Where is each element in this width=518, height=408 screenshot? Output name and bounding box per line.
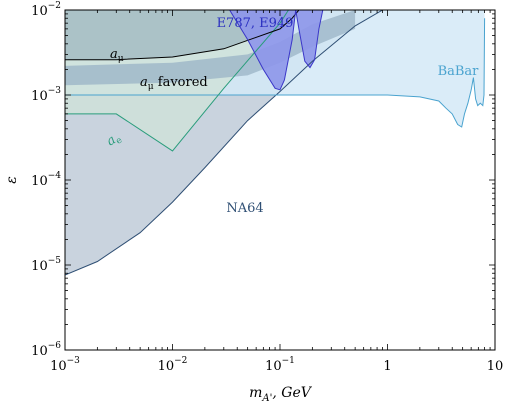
y-tick-label: 10−5	[31, 256, 61, 274]
x-tick-label: 1	[383, 359, 391, 374]
y-tick-label: 10−3	[31, 86, 61, 104]
na64-label: NA64	[226, 201, 263, 216]
ae-limit-curve	[65, 10, 289, 152]
x-tick-label: 10−2	[158, 356, 188, 374]
y-tick-label: 10−2	[31, 1, 61, 19]
y-tick-label: 10−6	[31, 341, 61, 359]
babar-label: BaBar	[438, 64, 480, 79]
e787-label: E787, E949	[217, 16, 294, 31]
y-axis-title: ε	[4, 176, 20, 184]
x-tick-label: 10	[487, 359, 504, 374]
x-axis-title: mA', GeV	[249, 385, 313, 404]
babar-limit-curve	[65, 18, 486, 128]
e787-e949-limit-curve	[229, 10, 324, 91]
plot-area	[65, 10, 486, 276]
na64-limit-curve	[65, 10, 383, 276]
amu-favored-band	[65, 10, 356, 86]
amu_fav-label: aμ favored	[140, 75, 208, 92]
tick-marks	[64, 10, 496, 351]
tick-labels: 10−3 10−2 10−1 1 10 10−6 10−5 10−4 10−3 10−2	[31, 1, 503, 374]
y-tick-label: 10−4	[31, 171, 61, 189]
x-tick-label: 10−1	[265, 356, 295, 374]
amu-limit-curve	[65, 10, 300, 61]
x-tick-label: 10−3	[50, 356, 80, 374]
amu-label: aμ	[110, 47, 124, 64]
